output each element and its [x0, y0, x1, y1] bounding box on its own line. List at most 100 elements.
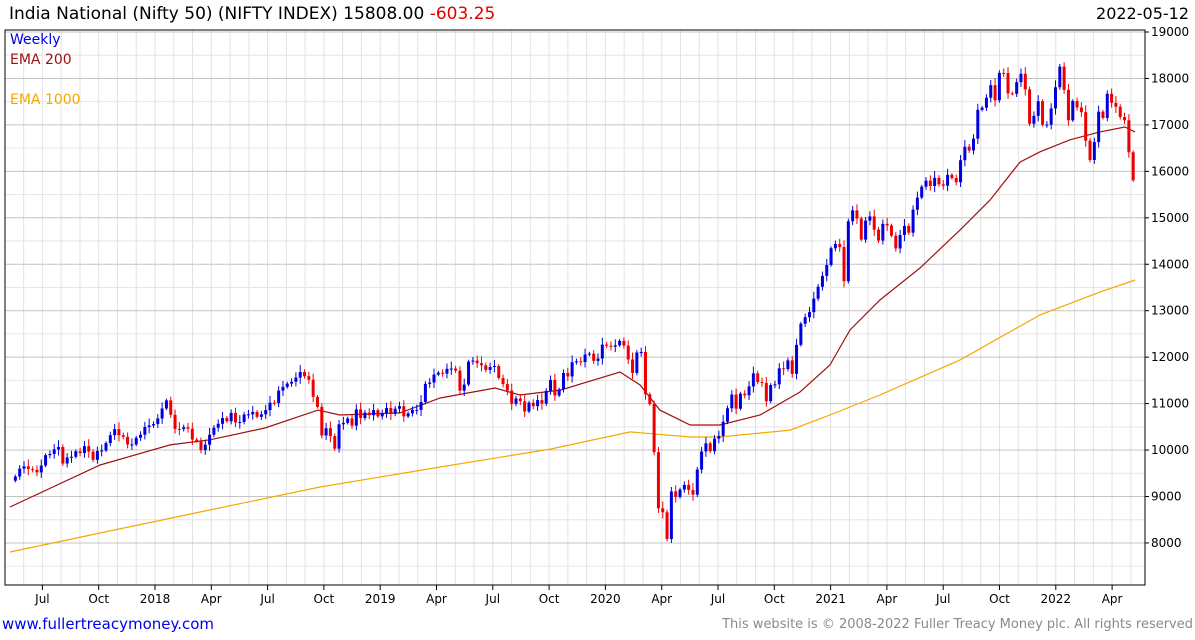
- candle: [738, 391, 742, 411]
- candle-body: [877, 229, 881, 241]
- candle-body: [212, 427, 216, 435]
- candle: [877, 226, 881, 243]
- candle: [1084, 105, 1088, 147]
- y-tick-label: 19000: [1151, 25, 1189, 39]
- candle: [419, 395, 423, 417]
- candle: [950, 172, 954, 180]
- candle-body: [725, 408, 729, 422]
- candle: [643, 346, 647, 400]
- candle: [82, 440, 86, 458]
- candle: [596, 353, 600, 366]
- candle-body: [113, 429, 117, 436]
- candle: [971, 134, 975, 155]
- candle: [1079, 102, 1083, 117]
- candle-body: [91, 451, 95, 460]
- candle-body: [626, 345, 630, 360]
- candle: [458, 366, 462, 395]
- candle-body: [216, 423, 220, 428]
- candle-body: [639, 352, 643, 354]
- candle: [471, 357, 475, 365]
- candle-body: [561, 372, 565, 390]
- candle-body: [743, 393, 747, 396]
- candle: [920, 184, 924, 200]
- candle: [333, 433, 337, 452]
- x-tick-label: Jul: [34, 592, 49, 606]
- candle: [108, 431, 112, 447]
- candle-body: [829, 248, 833, 265]
- candle-body: [898, 234, 902, 249]
- candle-body: [190, 428, 194, 440]
- candle-body: [479, 363, 483, 366]
- candle-body: [713, 438, 717, 452]
- y-tick-label: 10000: [1151, 443, 1189, 457]
- candle-body: [432, 374, 436, 383]
- candle: [807, 306, 811, 322]
- candle: [1127, 114, 1131, 158]
- y-tick-label: 17000: [1151, 118, 1189, 132]
- candle-body: [872, 216, 876, 230]
- candle: [294, 372, 298, 387]
- candle: [341, 416, 345, 430]
- website-link[interactable]: www.fullertreacymoney.com: [2, 615, 215, 633]
- candle: [1131, 150, 1135, 182]
- candle: [1075, 97, 1079, 111]
- candle: [39, 459, 43, 478]
- candle: [937, 175, 941, 187]
- candle-body: [233, 412, 237, 423]
- candle-body: [1032, 115, 1036, 124]
- candle: [380, 409, 384, 420]
- candle: [898, 229, 902, 254]
- x-tick-label: 2018: [140, 592, 171, 606]
- candle: [303, 369, 307, 379]
- candle: [143, 421, 147, 440]
- candle-body: [536, 400, 540, 407]
- candle: [52, 444, 56, 459]
- candle-body: [682, 484, 686, 490]
- candle-body: [1041, 101, 1045, 125]
- candle: [229, 409, 233, 425]
- candle: [445, 363, 449, 379]
- candle-body: [130, 444, 134, 446]
- candle-body: [195, 439, 199, 441]
- candle-body: [1006, 73, 1010, 94]
- candle: [285, 381, 289, 389]
- candle: [907, 223, 911, 236]
- candle: [536, 394, 540, 411]
- candle: [467, 359, 471, 387]
- candle-body: [592, 353, 596, 361]
- candle: [190, 422, 194, 446]
- candle-body: [13, 476, 17, 481]
- candle-body: [531, 402, 535, 407]
- candle-body: [730, 394, 734, 409]
- candle: [674, 485, 678, 503]
- y-tick-label: 11000: [1151, 397, 1189, 411]
- candle-body: [143, 427, 147, 435]
- candle: [74, 449, 78, 459]
- candle-body: [31, 469, 35, 471]
- candle-body: [941, 184, 945, 186]
- candle: [501, 374, 505, 388]
- candle-body: [540, 400, 544, 404]
- candle-body: [799, 323, 803, 345]
- candle: [126, 432, 130, 449]
- candle: [212, 425, 216, 438]
- candle-body: [350, 418, 354, 426]
- candle: [121, 432, 125, 440]
- legend-ema1000: EMA 1000: [10, 92, 81, 108]
- candle-body: [156, 418, 160, 425]
- candle-body: [1118, 106, 1122, 118]
- candle-body: [570, 362, 574, 377]
- candle-body: [514, 398, 518, 404]
- candle: [281, 380, 285, 397]
- candle-body: [39, 465, 43, 473]
- candle-body: [389, 408, 393, 414]
- candle: [523, 395, 527, 417]
- candle-body: [1114, 102, 1118, 107]
- candle-body: [583, 354, 587, 363]
- candle-body: [656, 452, 660, 509]
- candle-body: [954, 178, 958, 183]
- candle-body: [1092, 142, 1096, 160]
- candle: [881, 219, 885, 245]
- candle: [177, 422, 181, 436]
- candle-body: [298, 372, 302, 378]
